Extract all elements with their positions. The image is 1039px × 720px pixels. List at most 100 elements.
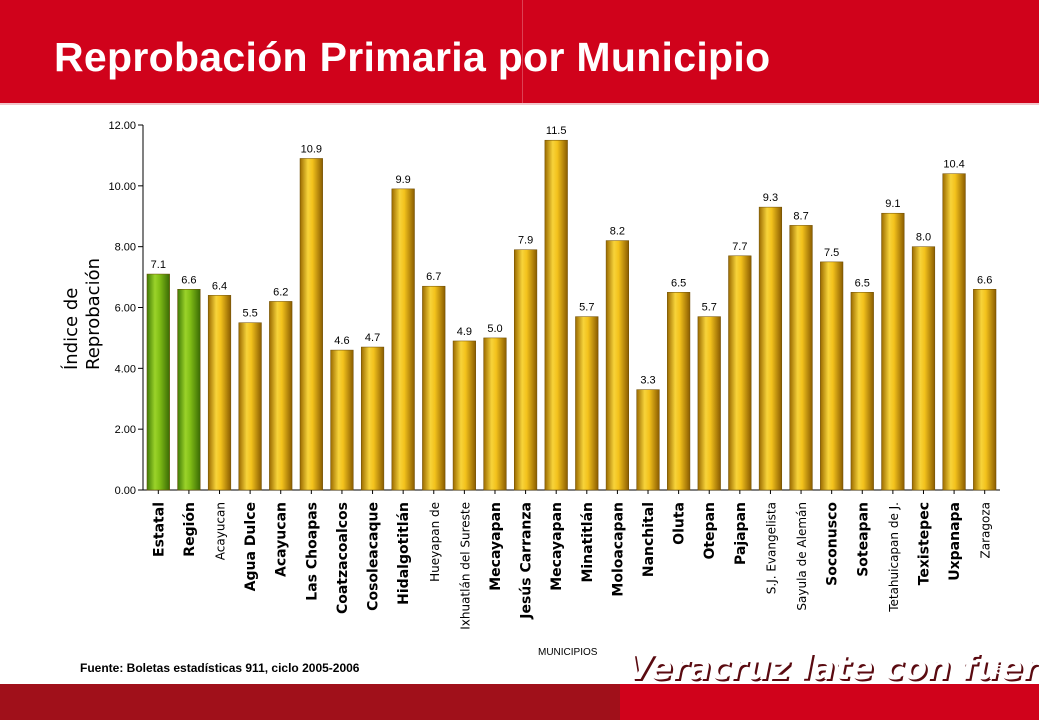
category-label: Estatal xyxy=(151,502,167,557)
category-label: Zaragoza xyxy=(979,502,993,558)
bar-value-label: 10.4 xyxy=(943,159,964,171)
bar xyxy=(299,158,323,491)
category-label: Tetahuicapan de J. xyxy=(887,502,901,613)
bar xyxy=(605,240,629,491)
bar-value-label: 7.7 xyxy=(732,241,747,253)
category-label: Hueyapan de xyxy=(428,502,442,582)
category-label: Mecayapan xyxy=(549,502,565,591)
y-tick-label: 4.00 xyxy=(115,363,136,375)
category-label: S.J. Evangelista xyxy=(764,502,778,594)
bar-value-label: 8.7 xyxy=(793,210,808,222)
bar xyxy=(422,285,446,491)
category-label: Ixhuatlán del Sureste xyxy=(458,502,472,630)
bar xyxy=(667,292,691,491)
bar xyxy=(850,292,874,491)
bar-value-label: 5.7 xyxy=(702,302,717,314)
category-label: Moloacapan xyxy=(610,502,626,597)
bar-value-label: 5.5 xyxy=(242,308,257,320)
bar-value-label: 4.7 xyxy=(365,332,380,344)
bar-value-label: 6.5 xyxy=(855,277,870,289)
bar-value-label: 5.0 xyxy=(487,323,502,335)
bar-value-label: 8.0 xyxy=(916,232,931,244)
bar-value-label: 9.3 xyxy=(763,192,778,204)
bar-value-label: 10.9 xyxy=(301,143,322,155)
bar-value-label: 8.2 xyxy=(610,226,625,238)
category-label: Otepan xyxy=(702,502,718,560)
category-label: Las Choapas xyxy=(304,502,320,601)
bar-value-label: 7.9 xyxy=(518,235,533,247)
slogan-shadow: Veracruz late con fuerza xyxy=(628,650,1039,690)
bar xyxy=(789,225,813,491)
category-label: Jesús Carranza xyxy=(519,502,535,620)
bar xyxy=(391,188,415,491)
category-label: Sayula de Alemán xyxy=(795,502,809,611)
bar xyxy=(330,349,354,491)
bar xyxy=(881,212,905,491)
footer-band xyxy=(0,684,1039,720)
category-label: Minatitlán xyxy=(580,502,596,583)
bar-chart: 0.00 2.00 4.00 6.00 8.00 10.00 12.00 7.1 Estata… xyxy=(108,120,1000,658)
page-number: 25 xyxy=(988,662,1003,677)
bar xyxy=(697,316,721,491)
bar xyxy=(911,246,936,491)
category-label: Acayucan xyxy=(274,502,290,577)
bar xyxy=(452,340,476,491)
bar-value-label: 6.6 xyxy=(181,274,196,286)
y-tick-label: 8.00 xyxy=(115,242,136,254)
category-label: Hidalgotitlán xyxy=(396,502,412,605)
bar xyxy=(973,289,997,491)
bar xyxy=(238,322,262,491)
bar-value-label: 9.9 xyxy=(396,174,411,186)
category-label: Coatzacoalcos xyxy=(335,502,351,614)
category-label: Acayucan xyxy=(214,502,228,560)
y-tick-label: 2.00 xyxy=(115,424,136,436)
category-label: Oluta xyxy=(672,502,688,545)
category-label: Soconusco xyxy=(825,502,841,586)
header-divider xyxy=(0,103,1039,105)
slogan: Veracruz late con fuerza xyxy=(626,648,1039,688)
bar xyxy=(146,273,170,491)
category-label: Texistepec xyxy=(916,502,932,585)
bar xyxy=(544,139,568,491)
bar xyxy=(514,249,538,491)
bar xyxy=(942,173,966,491)
bar xyxy=(483,337,507,491)
category-label: Cosoleacaque xyxy=(366,502,382,611)
y-tick-label: 0.00 xyxy=(115,485,136,497)
bar xyxy=(636,389,660,491)
bar xyxy=(758,206,783,491)
bar-value-label: 7.1 xyxy=(151,259,166,271)
bar-value-label: 9.1 xyxy=(885,198,900,210)
category-label: Agua Dulce xyxy=(243,502,259,591)
bar xyxy=(360,346,385,491)
page-title: Reprobación Primaria por Municipio xyxy=(54,34,771,80)
bar-value-label: 5.7 xyxy=(579,302,594,314)
bar xyxy=(207,295,232,491)
bar-value-label: 6.5 xyxy=(671,277,686,289)
bar xyxy=(728,255,752,491)
bar xyxy=(177,289,201,491)
bar-value-label: 3.3 xyxy=(640,375,655,387)
source-note: Fuente: Boletas estadísticas 911, ciclo … xyxy=(80,661,360,675)
bar-value-label: 11.5 xyxy=(546,125,567,137)
y-tick-label: 6.00 xyxy=(115,303,136,315)
bar-value-label: 4.6 xyxy=(334,335,349,347)
y-tick-label: 12.00 xyxy=(108,120,136,132)
bar-value-label: 7.5 xyxy=(824,247,839,259)
category-label: Pajapan xyxy=(733,502,749,565)
x-axis-label: MUNICIPIOS xyxy=(538,647,598,658)
bar-value-label: 6.2 xyxy=(273,286,288,298)
bar-value-label: 6.6 xyxy=(977,274,992,286)
bar xyxy=(269,301,293,491)
category-label: Nanchital xyxy=(641,502,657,577)
header-band xyxy=(0,0,1039,103)
category-label: Soteapan xyxy=(855,502,871,577)
bar xyxy=(575,316,599,491)
category-label: Uxpanapa xyxy=(947,502,963,581)
bar-value-label: 6.4 xyxy=(212,280,227,292)
bar xyxy=(820,261,844,491)
y-tick-label: 10.00 xyxy=(108,181,136,193)
category-label: Mecayapan xyxy=(488,502,504,591)
bar-value-label: 6.7 xyxy=(426,271,441,283)
bar-value-label: 4.9 xyxy=(457,326,472,338)
